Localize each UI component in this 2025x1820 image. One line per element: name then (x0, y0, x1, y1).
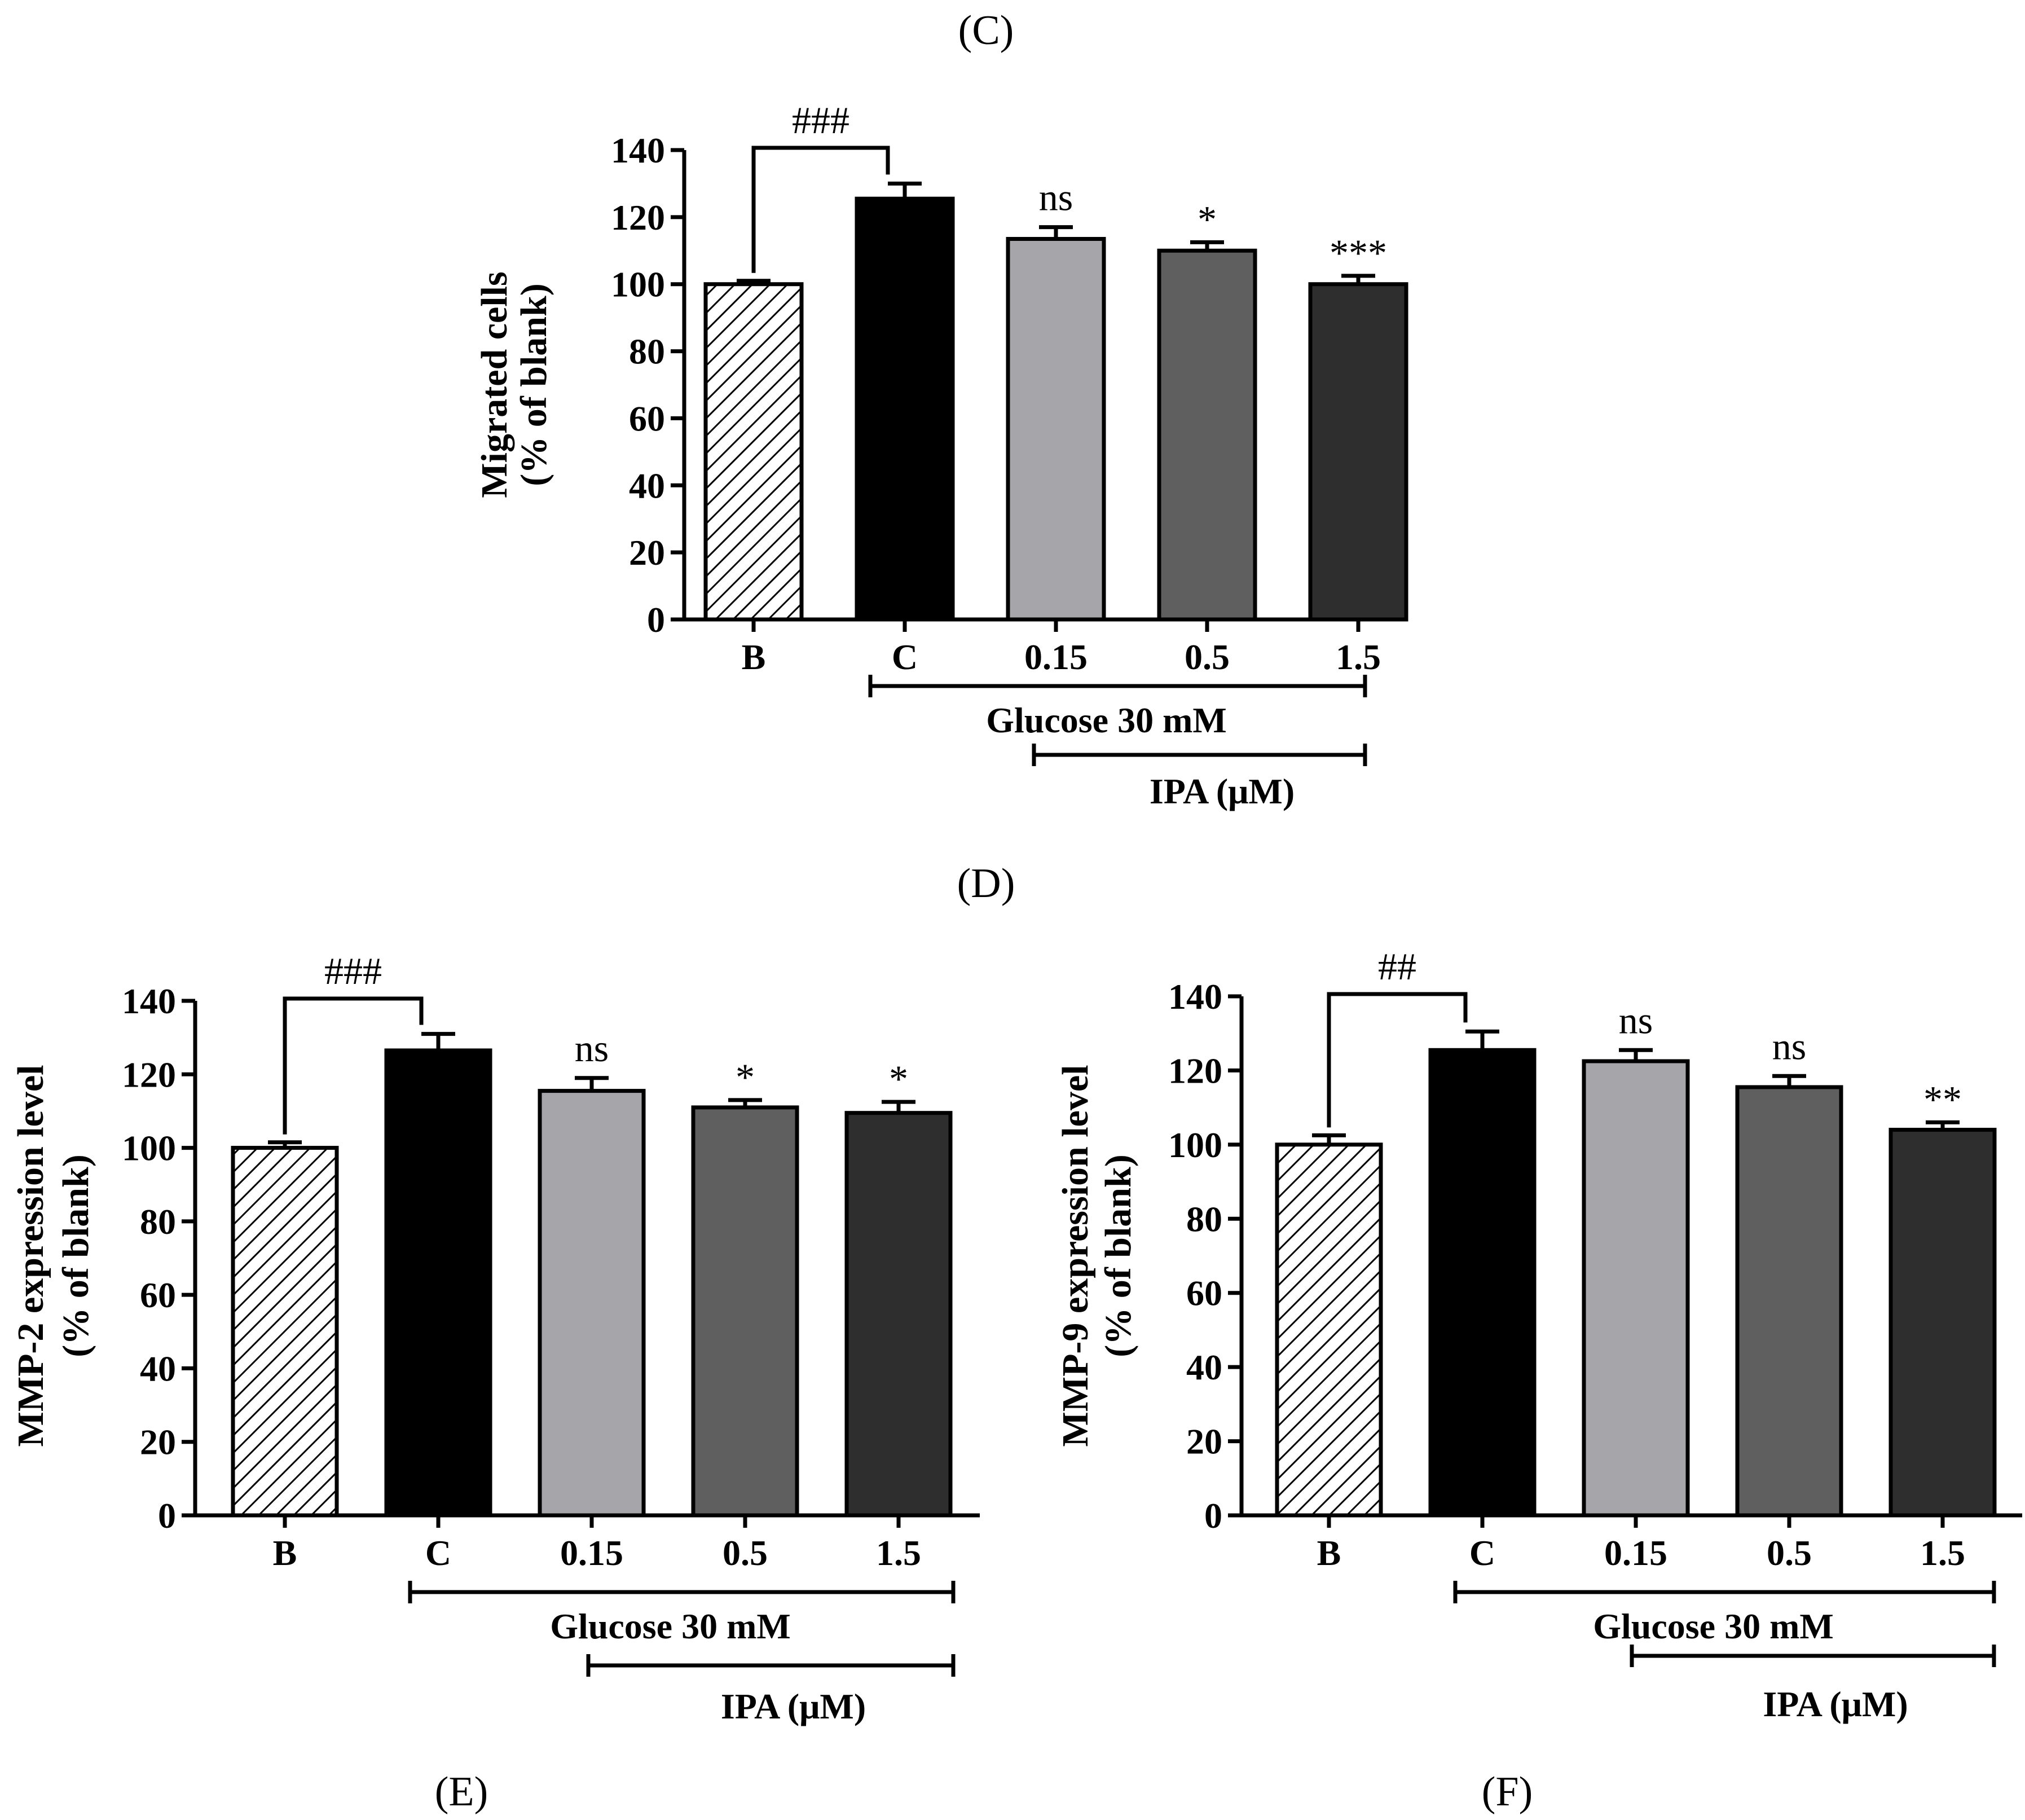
x-tick-label: 0.15 (560, 1533, 623, 1573)
panel-label-f: (F) (1482, 1769, 1533, 1815)
bar-1.5 (1308, 282, 1408, 622)
panel-label-d: (D) (957, 860, 1015, 907)
y-tick-label: 60 (1186, 1273, 1222, 1313)
y-tick-label: 40 (140, 1348, 176, 1388)
comparison-label: ### (792, 99, 849, 142)
significance-label: ns (1772, 1025, 1806, 1067)
y-tick-label: 120 (122, 1054, 176, 1094)
x-tick-label: 0.5 (1767, 1533, 1812, 1573)
y-tick-label: 120 (611, 197, 665, 238)
comparison-label: ## (1378, 945, 1416, 988)
y-tick-label: 0 (647, 600, 665, 640)
x-tick-label: 0.15 (1024, 637, 1088, 677)
bar-0.15 (538, 1089, 646, 1518)
y-tick-label: 80 (629, 332, 665, 372)
y-tick-label: 80 (1186, 1199, 1222, 1239)
y-axis-subtitle: (% of blank) (513, 283, 554, 486)
significance-label: ** (1923, 1078, 1962, 1120)
ipa-label: IPA (μM) (1150, 771, 1295, 811)
y-axis-subtitle: (% of blank) (1098, 1154, 1139, 1357)
bar-B (231, 1146, 339, 1518)
x-tick-label: B (742, 637, 766, 677)
y-tick-label: 60 (629, 398, 665, 438)
significance-label: ns (575, 1027, 609, 1070)
y-axis-title: Migrated cells (474, 271, 515, 498)
bar-B (703, 282, 804, 622)
x-tick-label: C (1469, 1533, 1495, 1573)
bar-1.5 (1888, 1128, 1997, 1518)
significance-label: * (1198, 197, 1217, 240)
y-tick-label: 140 (611, 130, 665, 170)
chart-mmp2-expression: 0 20 40 60 80 100 120 140 MMP-2 expression level… (10, 949, 980, 1726)
y-tick-label: 20 (629, 533, 665, 573)
y-tick-label: 40 (629, 465, 665, 505)
y-tick-label: 60 (140, 1275, 176, 1315)
panel-label-c: (C) (958, 7, 1014, 54)
x-tick-label: 1.5 (876, 1533, 921, 1573)
bar-0.15 (1582, 1059, 1690, 1518)
x-tick-label: B (273, 1533, 297, 1573)
significance-label: ns (1039, 176, 1073, 219)
bar-C (384, 1048, 492, 1518)
x-tick-label: 0.5 (723, 1533, 768, 1573)
significance-label: ns (1619, 999, 1653, 1041)
y-tick-label: 100 (1168, 1125, 1222, 1165)
x-tick-label: 1.5 (1336, 637, 1381, 677)
comparison-bracket (751, 146, 890, 273)
bar-B (1275, 1142, 1383, 1518)
bar-0.15 (1006, 236, 1106, 622)
y-tick-label: 20 (1186, 1422, 1222, 1462)
comparison-bracket (283, 996, 424, 1135)
ipa-label: IPA (μM) (721, 1686, 866, 1726)
significance-label: * (736, 1056, 755, 1098)
y-tick-label: 100 (122, 1128, 176, 1168)
bar-0.5 (1735, 1085, 1843, 1518)
comparison-bracket (1327, 992, 1468, 1128)
y-axis-subtitle: (% of blank) (55, 1154, 96, 1357)
significance-label: * (889, 1057, 908, 1100)
x-tick-label: 1.5 (1920, 1533, 1965, 1573)
bar-C (1428, 1048, 1537, 1518)
chart-mmp9-expression: 0 20 40 60 80 100 120 140 MMP-9 expression level… (1055, 945, 2022, 1724)
x-tick-label: C (892, 637, 918, 677)
x-tick-label: C (425, 1533, 451, 1573)
ipa-label: IPA (μM) (1763, 1684, 1908, 1724)
glucose-label: Glucose 30 mM (1593, 1606, 1834, 1646)
bar-C (855, 196, 955, 622)
bar-0.5 (691, 1105, 799, 1518)
y-tick-label: 0 (1204, 1496, 1222, 1536)
y-tick-label: 140 (1168, 977, 1222, 1017)
y-tick-label: 140 (122, 981, 176, 1021)
y-tick-label: 40 (1186, 1347, 1222, 1387)
chart-migrated-cells: 0 20 40 60 80 100 120 140 Migrated cells(% of bl… (474, 99, 1408, 811)
bar-1.5 (844, 1111, 953, 1518)
x-tick-label: B (1317, 1533, 1341, 1573)
y-tick-label: 20 (140, 1422, 176, 1462)
x-tick-label: 0.15 (1604, 1533, 1667, 1573)
significance-label: *** (1330, 231, 1387, 274)
y-axis-title: MMP-9 expression level (1055, 1065, 1096, 1447)
glucose-label: Glucose 30 mM (550, 1606, 791, 1646)
glucose-label: Glucose 30 mM (986, 700, 1227, 740)
comparison-label: ### (324, 949, 382, 992)
x-tick-label: 0.5 (1185, 637, 1230, 677)
y-tick-label: 100 (611, 265, 665, 305)
panel-label-e: (E) (435, 1769, 488, 1815)
y-tick-label: 80 (140, 1202, 176, 1242)
y-axis-title: MMP-2 expression level (10, 1065, 51, 1447)
y-tick-label: 0 (158, 1496, 176, 1536)
y-tick-label: 120 (1168, 1050, 1222, 1091)
bar-0.5 (1157, 248, 1257, 622)
